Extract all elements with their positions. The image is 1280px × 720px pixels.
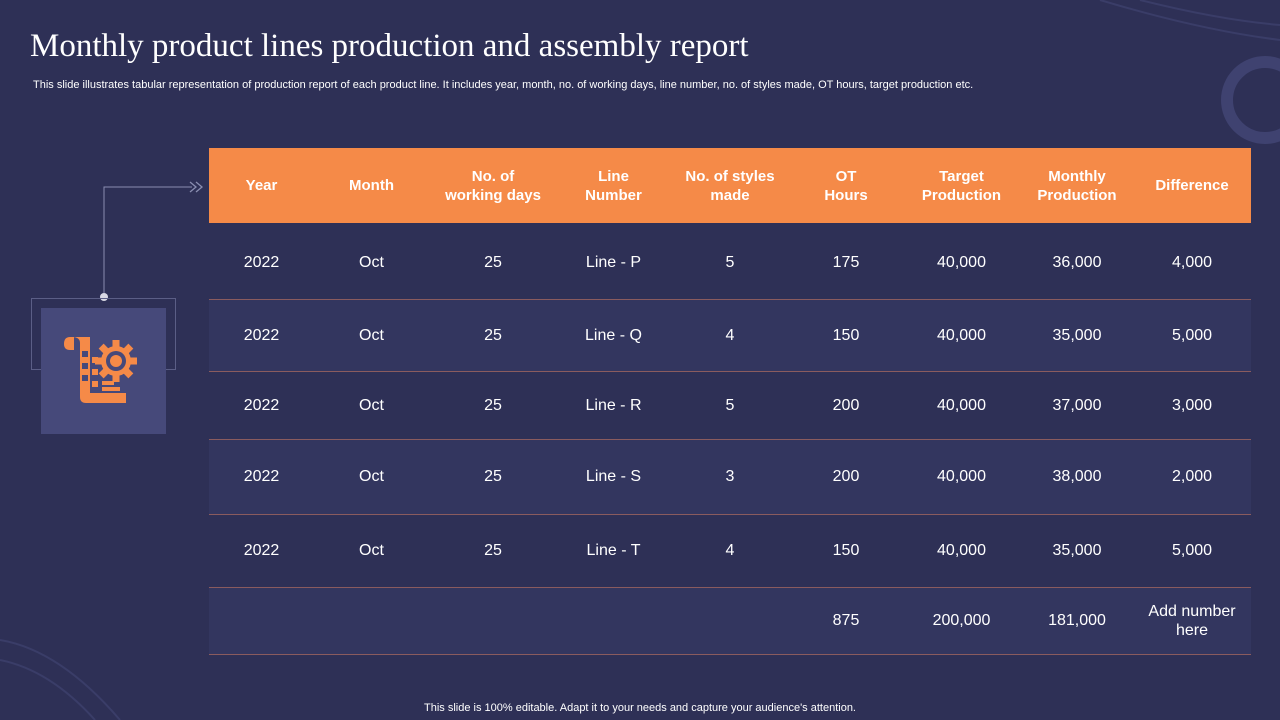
table-cell: 150 — [832, 326, 860, 344]
table-cell: Line - P — [585, 254, 642, 272]
column-header-line2: Production — [1037, 186, 1117, 204]
table-cell: Line - S — [585, 468, 642, 485]
table-cell: 150 — [832, 542, 860, 559]
table-cell: Oct — [359, 468, 384, 485]
table-cell: 40,000 — [937, 254, 986, 272]
column-header: Difference — [1133, 148, 1251, 223]
table-cell: Oct — [359, 396, 384, 414]
column-header: Month — [314, 148, 429, 223]
table-cell: 175 — [832, 254, 860, 272]
table-cell: 40,000 — [937, 468, 986, 485]
table-cell: 2,000 — [1171, 468, 1213, 485]
production-report-table: Year Month No. of working days Line Number No.… — [209, 148, 1251, 655]
column-header-line2: Hours — [824, 186, 868, 204]
table-row: 2022 Oct 25 Line - P 5 175 40,000 36,000 4,000 — [209, 227, 1251, 299]
column-header: No. of working days — [429, 148, 557, 223]
table-cell: 2022 — [243, 396, 280, 414]
column-header-line2: Production — [921, 186, 1002, 204]
table-cell: Line - T — [586, 542, 641, 559]
column-header-line1: Year — [245, 177, 278, 194]
column-header-line1: OT — [835, 167, 857, 185]
table-cell: Oct — [359, 326, 384, 344]
table-cell: 25 — [484, 326, 502, 344]
footer-note: This slide is 100% editable. Adapt it to… — [424, 702, 856, 714]
table-cell: 35,000 — [1052, 326, 1102, 344]
decorative-lines-top-right — [1099, 0, 1280, 41]
table-cell: 40,000 — [937, 326, 986, 344]
column-header: No. of styles made — [670, 148, 790, 223]
table-row: 2022 Oct 25 Line - S 3 200 40,000 38,000 2,000 — [209, 439, 1251, 514]
table-cell: 5,000 — [1171, 326, 1213, 344]
table-cell: Line - R — [585, 396, 642, 414]
column-header: Year — [209, 148, 314, 223]
table-cell: 40,000 — [937, 542, 986, 559]
table-cell: 40,000 — [937, 396, 986, 414]
table-cell: 2022 — [243, 468, 280, 485]
connector-line — [100, 181, 204, 301]
column-header-line1: Monthly — [1048, 167, 1106, 185]
table-header-row: Year Month No. of working days Line Number No.… — [209, 148, 1251, 223]
column-header-line2: Number — [585, 186, 642, 204]
table-cell: 25 — [484, 468, 502, 485]
table-cell: 2022 — [243, 254, 280, 272]
total-target-production: 200,000 — [932, 612, 991, 629]
production-report-gear-icon — [63, 337, 137, 403]
total-monthly-production: 181,000 — [1048, 612, 1106, 629]
table-cell: 25 — [484, 542, 502, 559]
column-header: OT Hours — [790, 148, 902, 223]
table-row: 2022 Oct 25 Line - T 4 150 40,000 35,000 5,000 — [209, 514, 1251, 587]
table-cell: 5 — [725, 254, 735, 272]
table-cell: 200 — [832, 468, 860, 485]
table-row: 2022 Oct 25 Line - Q 4 150 40,000 35,000 5,000 — [209, 299, 1251, 371]
table-cell: 2022 — [243, 326, 280, 344]
table-cell: 4 — [725, 542, 735, 559]
table-cell: 25 — [484, 254, 502, 272]
table-cell: 25 — [484, 396, 502, 414]
column-header-line1: Target — [939, 167, 984, 185]
table-row: 2022 Oct 25 Line - R 5 200 40,000 37,000 3,000 — [209, 371, 1251, 439]
column-header-line2: made — [710, 186, 750, 204]
totals-row: 875 200,000 181,000 Add number here — [209, 587, 1251, 654]
table-cell: 2022 — [243, 542, 280, 559]
table-cell: 5 — [725, 396, 735, 414]
table-cell: 4,000 — [1171, 254, 1213, 272]
table-cell: 37,000 — [1052, 396, 1102, 414]
decorative-circle-top-right — [1221, 56, 1280, 144]
table-cell: 3 — [725, 468, 735, 485]
column-header-line1: No. of styles — [685, 167, 775, 185]
table-cell: Line - Q — [585, 326, 642, 344]
column-header-line1: Line — [598, 167, 629, 185]
icon-box — [41, 308, 166, 434]
placeholder-line2: here — [1175, 621, 1209, 639]
table-cell: 35,000 — [1052, 542, 1102, 559]
table-cell: 4 — [725, 326, 735, 344]
table-cell: 200 — [832, 396, 860, 414]
column-header: Line Number — [557, 148, 670, 223]
column-header-line1: Difference — [1155, 177, 1229, 194]
placeholder-line1: Add number — [1148, 602, 1236, 620]
column-header: Monthly Production — [1021, 148, 1133, 223]
table-cell: 3,000 — [1171, 396, 1213, 414]
table-cell: Oct — [359, 542, 384, 559]
column-header-line1: No. of — [471, 167, 515, 185]
totals-empty-cell — [209, 587, 790, 654]
table-cell: 36,000 — [1052, 254, 1102, 272]
table-cell: 5,000 — [1171, 542, 1213, 559]
page-title: Monthly product lines production and ass… — [30, 28, 749, 64]
page-subtitle: This slide illustrates tabular represent… — [33, 79, 974, 91]
table-cell: Oct — [359, 254, 384, 272]
table-cell: 38,000 — [1052, 468, 1102, 485]
column-header: Target Production — [902, 148, 1021, 223]
total-ot-hours: 875 — [832, 612, 860, 629]
total-difference-placeholder[interactable]: Add number here — [1133, 587, 1251, 654]
column-header-line1: Month — [349, 177, 394, 194]
column-header-line2: working days — [445, 186, 541, 204]
